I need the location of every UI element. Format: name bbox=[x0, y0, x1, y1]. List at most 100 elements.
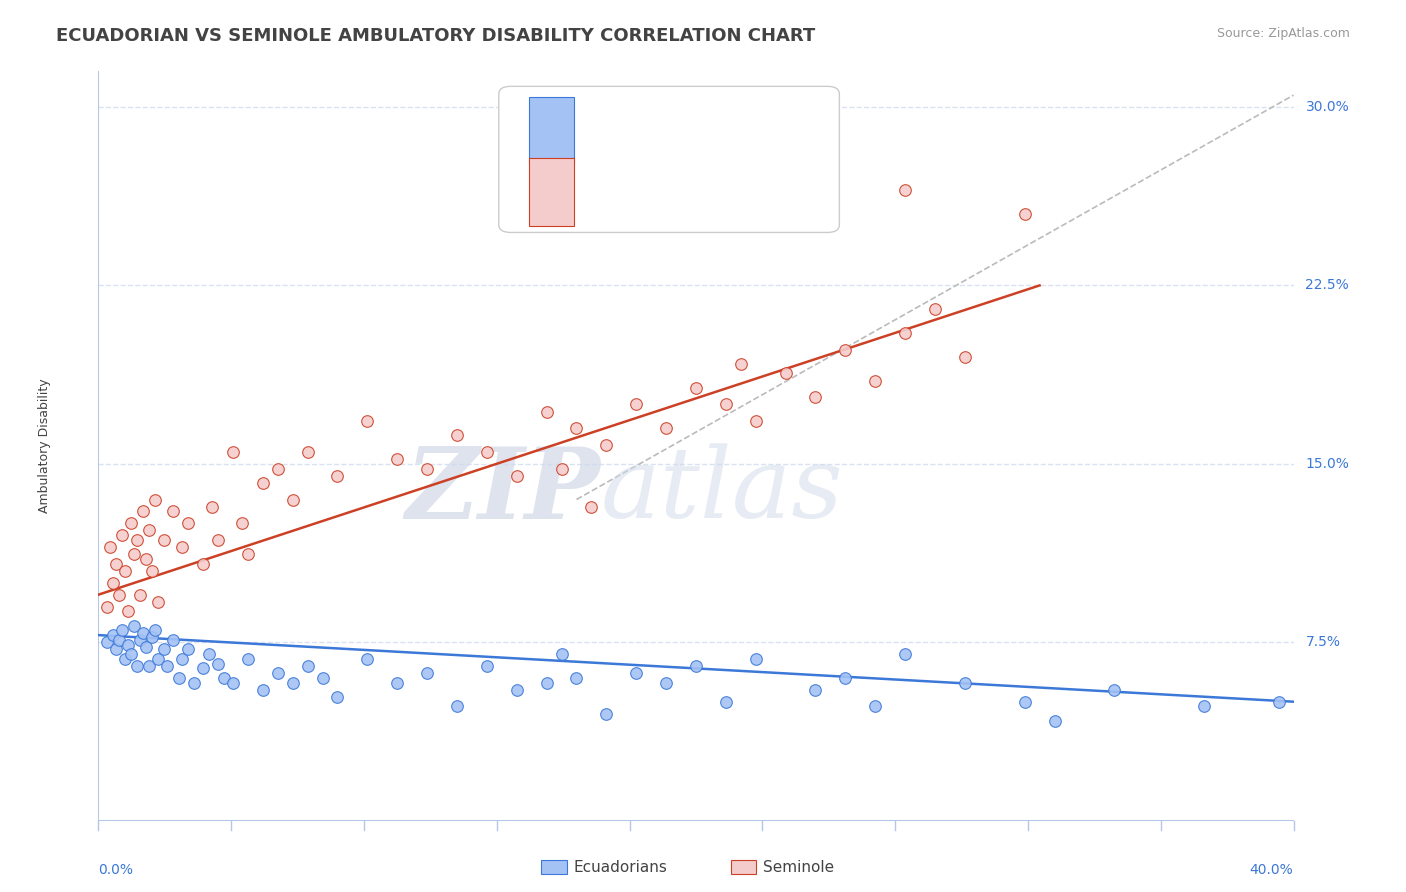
Point bbox=[120, 516, 142, 531]
Point bbox=[207, 657, 229, 671]
Point bbox=[162, 504, 184, 518]
Point bbox=[153, 642, 176, 657]
FancyBboxPatch shape bbox=[499, 87, 839, 233]
Point bbox=[96, 599, 118, 614]
Point bbox=[267, 461, 290, 475]
Point bbox=[138, 524, 160, 538]
Point bbox=[536, 404, 558, 418]
Point bbox=[581, 500, 603, 514]
Point bbox=[129, 632, 152, 647]
Point bbox=[114, 564, 136, 578]
Point bbox=[416, 666, 439, 681]
Point bbox=[565, 421, 588, 435]
Point bbox=[685, 381, 707, 395]
Text: 7.5%: 7.5% bbox=[1306, 635, 1340, 649]
Point bbox=[356, 652, 378, 666]
Point bbox=[356, 414, 378, 428]
Point bbox=[183, 675, 205, 690]
Text: 15.0%: 15.0% bbox=[1306, 457, 1350, 471]
Point bbox=[111, 624, 134, 638]
Point bbox=[105, 557, 128, 571]
Text: R = -0.221   N = 61: R = -0.221 N = 61 bbox=[592, 121, 769, 139]
Point bbox=[267, 666, 290, 681]
Text: Ecuadorians: Ecuadorians bbox=[574, 860, 668, 874]
Point bbox=[103, 575, 125, 590]
Point bbox=[894, 183, 917, 197]
Point bbox=[143, 624, 166, 638]
Point bbox=[198, 647, 221, 661]
Point bbox=[111, 528, 134, 542]
Point bbox=[138, 659, 160, 673]
Point bbox=[953, 350, 976, 364]
Point bbox=[834, 671, 856, 685]
Point bbox=[385, 452, 409, 467]
Point bbox=[326, 468, 349, 483]
Point bbox=[222, 445, 245, 459]
Point bbox=[141, 631, 163, 645]
Point bbox=[446, 699, 468, 714]
Point bbox=[231, 516, 253, 531]
Point bbox=[127, 659, 149, 673]
Text: ZIP: ZIP bbox=[405, 442, 600, 539]
Point bbox=[655, 675, 678, 690]
Point bbox=[385, 675, 409, 690]
Point bbox=[804, 390, 827, 404]
Point bbox=[446, 428, 468, 442]
Point bbox=[595, 438, 617, 452]
Text: 40.0%: 40.0% bbox=[1250, 863, 1294, 878]
Point bbox=[730, 357, 752, 371]
Point bbox=[714, 695, 737, 709]
Point bbox=[536, 675, 558, 690]
Point bbox=[120, 647, 142, 661]
Text: Seminole: Seminole bbox=[763, 860, 835, 874]
Point bbox=[96, 635, 118, 649]
Point bbox=[148, 652, 170, 666]
Text: Ambulatory Disability: Ambulatory Disability bbox=[38, 379, 51, 513]
Point bbox=[1192, 699, 1215, 714]
Point bbox=[775, 367, 797, 381]
Point bbox=[475, 659, 498, 673]
Point bbox=[626, 397, 648, 411]
Point bbox=[212, 671, 235, 685]
Point bbox=[124, 547, 146, 561]
Point bbox=[924, 302, 946, 317]
Point bbox=[222, 675, 245, 690]
Point bbox=[252, 475, 274, 490]
Point bbox=[156, 659, 179, 673]
Point bbox=[153, 533, 176, 547]
Text: atlas: atlas bbox=[600, 443, 844, 539]
Point bbox=[804, 682, 827, 697]
Text: 30.0%: 30.0% bbox=[1306, 100, 1350, 114]
Point bbox=[685, 659, 707, 673]
Point bbox=[148, 595, 170, 609]
Point bbox=[281, 675, 304, 690]
Text: 22.5%: 22.5% bbox=[1306, 278, 1350, 293]
Point bbox=[108, 632, 131, 647]
Point bbox=[117, 638, 139, 652]
Point bbox=[894, 326, 917, 340]
Point bbox=[745, 652, 768, 666]
Point bbox=[141, 564, 163, 578]
Point bbox=[1014, 695, 1036, 709]
Point bbox=[236, 547, 259, 561]
Point bbox=[177, 642, 200, 657]
Text: Source: ZipAtlas.com: Source: ZipAtlas.com bbox=[1216, 27, 1350, 40]
Point bbox=[103, 628, 125, 642]
Point bbox=[1014, 207, 1036, 221]
Point bbox=[475, 445, 498, 459]
Point bbox=[865, 374, 887, 388]
Point bbox=[281, 492, 304, 507]
Point bbox=[207, 533, 229, 547]
Point bbox=[172, 652, 194, 666]
Point bbox=[117, 604, 139, 618]
Point bbox=[105, 642, 128, 657]
Point bbox=[655, 421, 678, 435]
Point bbox=[506, 682, 529, 697]
Text: R = 0.554   N = 58: R = 0.554 N = 58 bbox=[592, 183, 762, 202]
Point bbox=[108, 588, 131, 602]
Point bbox=[132, 625, 155, 640]
Point bbox=[865, 699, 887, 714]
Point bbox=[326, 690, 349, 704]
Point bbox=[114, 652, 136, 666]
Point bbox=[1043, 714, 1066, 728]
